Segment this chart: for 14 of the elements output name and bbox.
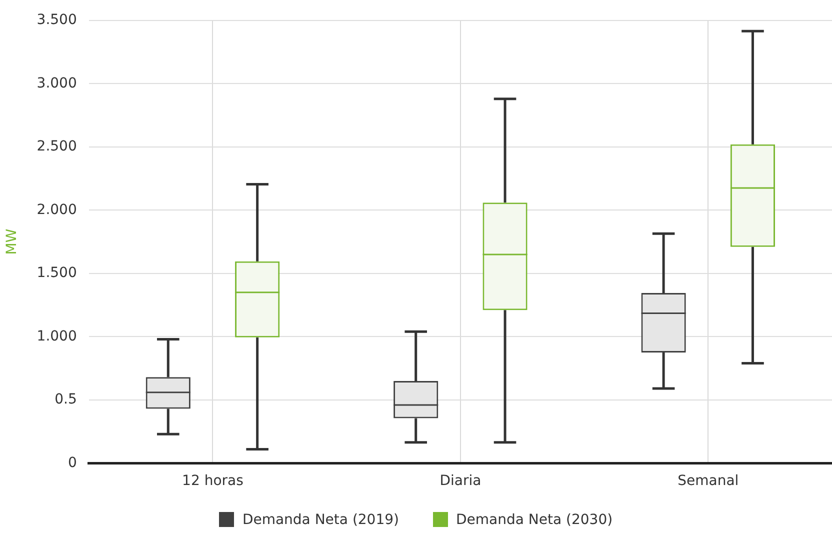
legend-label: Demanda Neta (2019) [242,512,399,528]
y-tick-label: 1.500 [36,265,77,282]
y-tick-label: 0 [68,454,77,471]
y-tick-label: 0.5 [54,392,77,408]
legend-label: Demanda Neta (2030) [456,512,613,528]
x-tick-label: Diaria [440,473,482,490]
y-tick-label: 2.000 [36,202,77,218]
x-tick-label: Semanal [678,473,739,490]
y-axis-title: MW [4,228,20,255]
x-tick-label: 12 horas [182,473,244,490]
y-tick-label: 3.000 [36,75,77,92]
y-tick-label: 2.500 [36,138,77,155]
y-tick-label: 1.000 [36,328,77,344]
y-tick-label: 3.500 [36,12,77,28]
